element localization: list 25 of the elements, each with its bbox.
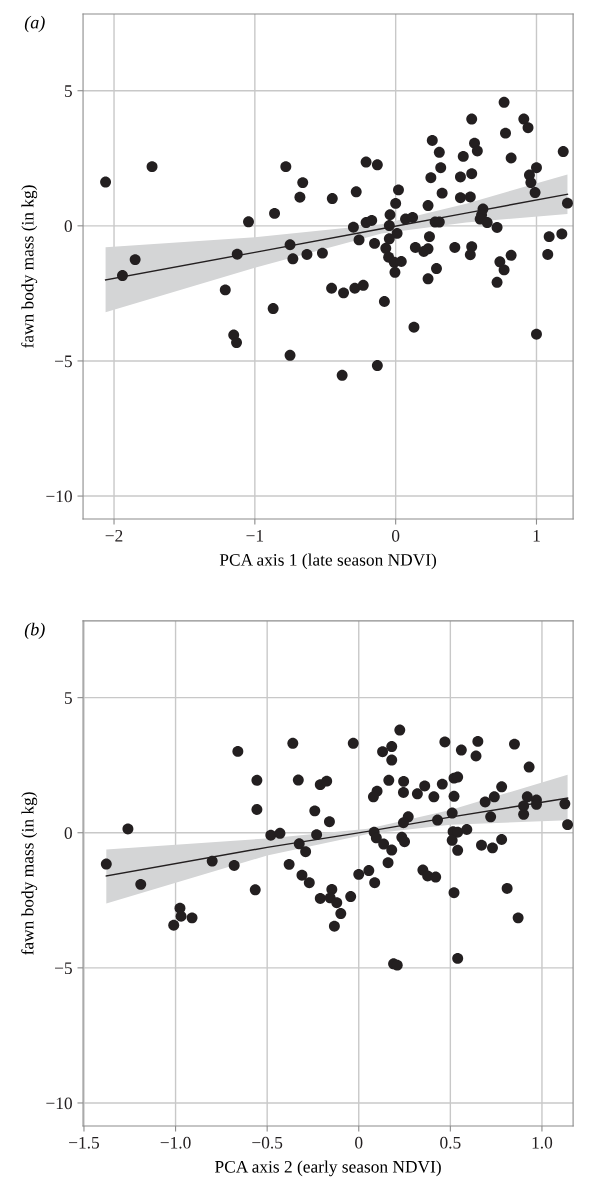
x-tick-label: 1.0 <box>532 1136 553 1149</box>
y-tick-label: −5 <box>55 962 72 975</box>
y-tick-label: 0 <box>64 827 72 839</box>
x-tick-label: −0.5 <box>252 1136 283 1149</box>
x-tick-label: −2 <box>105 530 123 542</box>
x-axis-title: PCA axis 1 (late season NDVI) <box>219 553 437 570</box>
x-axis-title: PCA axis 2 (early season NDVI) <box>215 1160 441 1177</box>
x-tick-label: −1.0 <box>160 1136 191 1149</box>
y-axis-title: fawn body mass (in kg) <box>21 792 38 955</box>
x-tick-label: −1 <box>246 530 264 542</box>
y-tick-label: 0 <box>64 220 72 233</box>
x-tick-label: 0 <box>355 1136 363 1149</box>
y-tick-label: −10 <box>46 1097 72 1110</box>
y-tick-label: 5 <box>64 85 72 97</box>
y-tick-label: −10 <box>46 490 72 503</box>
chart-title: (a) <box>24 15 45 33</box>
x-tick-label: 1 <box>533 530 540 542</box>
y-axis-title: fawn body mass (in kg) <box>21 185 38 348</box>
x-tick-label: 0.5 <box>440 1136 461 1149</box>
y-tick-label: 5 <box>64 692 72 704</box>
x-tick-label: −1.5 <box>69 1136 100 1149</box>
y-tick-label: −5 <box>55 355 72 368</box>
line-series <box>105 797 569 877</box>
x-tick-label: 0 <box>391 529 400 542</box>
chart-title: (b) <box>24 622 45 640</box>
